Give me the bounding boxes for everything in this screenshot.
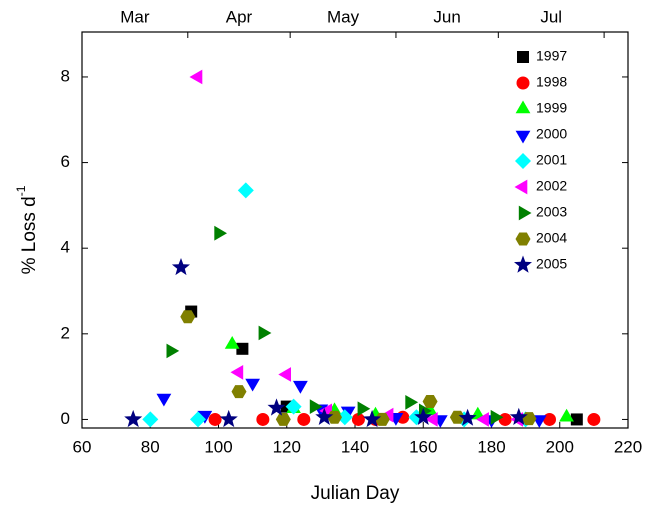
legend-label: 1999 <box>536 100 567 116</box>
x-tick-label: 180 <box>477 437 505 456</box>
data-point <box>236 342 249 355</box>
data-point <box>374 412 390 426</box>
data-point <box>180 310 196 324</box>
x-tick-label: 120 <box>273 437 301 456</box>
data-point <box>230 365 244 380</box>
data-point <box>351 412 365 426</box>
data-point <box>219 409 238 428</box>
data-point <box>224 336 240 349</box>
data-point <box>189 69 203 85</box>
data-point <box>231 385 247 399</box>
legend-marker <box>515 130 531 144</box>
data-point <box>309 399 323 414</box>
data-point <box>357 401 371 417</box>
data-point <box>258 325 272 341</box>
legend-label: 2005 <box>536 256 567 272</box>
legend-label: 2003 <box>536 204 567 220</box>
data-point <box>275 412 291 426</box>
data-point <box>166 343 180 359</box>
y-axis-title-sup: -1 <box>14 185 28 196</box>
x-tick-label: 160 <box>409 437 437 456</box>
data-point <box>490 409 504 425</box>
y-tick-label: 2 <box>61 323 70 342</box>
legend-marker <box>515 153 531 169</box>
data-point <box>327 410 342 424</box>
data-point <box>559 408 574 422</box>
legend-marker <box>518 205 532 221</box>
data-point <box>267 398 286 416</box>
legend-marker <box>514 179 528 195</box>
data-point <box>237 182 254 199</box>
top-tick-label: Jun <box>433 7 460 26</box>
data-point <box>425 412 438 427</box>
data-point <box>297 412 311 426</box>
data-point <box>363 409 382 428</box>
x-tick-label: 60 <box>73 437 92 456</box>
top-tick-label: Jul <box>540 7 562 26</box>
legend-label: 2000 <box>536 126 567 142</box>
data-point <box>124 409 143 428</box>
legend-label: 2002 <box>536 178 567 194</box>
x-tick-label: 140 <box>341 437 369 456</box>
data-point <box>293 380 308 394</box>
data-point <box>422 395 438 408</box>
data-point <box>315 407 334 425</box>
legend-marker <box>514 255 532 273</box>
top-tick-label: Mar <box>120 7 150 26</box>
y-tick-label: 8 <box>61 66 70 85</box>
legend-label: 2004 <box>536 230 567 246</box>
x-tick-label: 80 <box>141 437 160 456</box>
x-tick-label: 200 <box>546 437 574 456</box>
x-tick-label: 220 <box>614 437 642 456</box>
data-point <box>498 412 512 426</box>
legend-marker <box>515 232 531 246</box>
legend-marker <box>516 76 530 90</box>
y-axis-title: % Loss d-1 <box>14 185 40 274</box>
data-point <box>142 411 159 428</box>
data-point <box>336 409 353 426</box>
data-point <box>156 393 172 407</box>
data-point <box>214 225 227 241</box>
x-axis-title: Julian Day <box>311 483 400 504</box>
data-point <box>570 413 583 426</box>
data-point <box>449 410 465 424</box>
data-point <box>245 378 260 392</box>
y-tick-label: 4 <box>61 238 70 257</box>
legend-label: 1998 <box>536 74 567 90</box>
legend-marker <box>517 51 529 63</box>
data-point <box>197 410 213 424</box>
x-tick-label: 100 <box>204 437 232 456</box>
y-tick-label: 0 <box>61 409 70 428</box>
data-point <box>285 398 302 415</box>
legend-label: 1997 <box>536 48 567 64</box>
data-point <box>405 395 419 410</box>
data-point <box>171 258 190 276</box>
top-tick-label: Apr <box>226 7 253 26</box>
data-point <box>208 412 222 426</box>
data-point <box>476 412 489 427</box>
data-point <box>256 412 270 426</box>
top-tick-label: May <box>327 7 360 26</box>
y-tick-label: 6 <box>61 152 70 171</box>
data-point <box>543 412 557 426</box>
data-point <box>414 407 433 425</box>
data-point <box>190 411 206 428</box>
y-axis-title-main: % Loss d <box>19 196 40 274</box>
data-point <box>587 412 601 426</box>
data-point <box>278 367 291 382</box>
data-point <box>509 407 528 425</box>
data-point <box>458 408 477 426</box>
legend-label: 2001 <box>536 152 567 168</box>
legend-marker <box>515 100 531 114</box>
